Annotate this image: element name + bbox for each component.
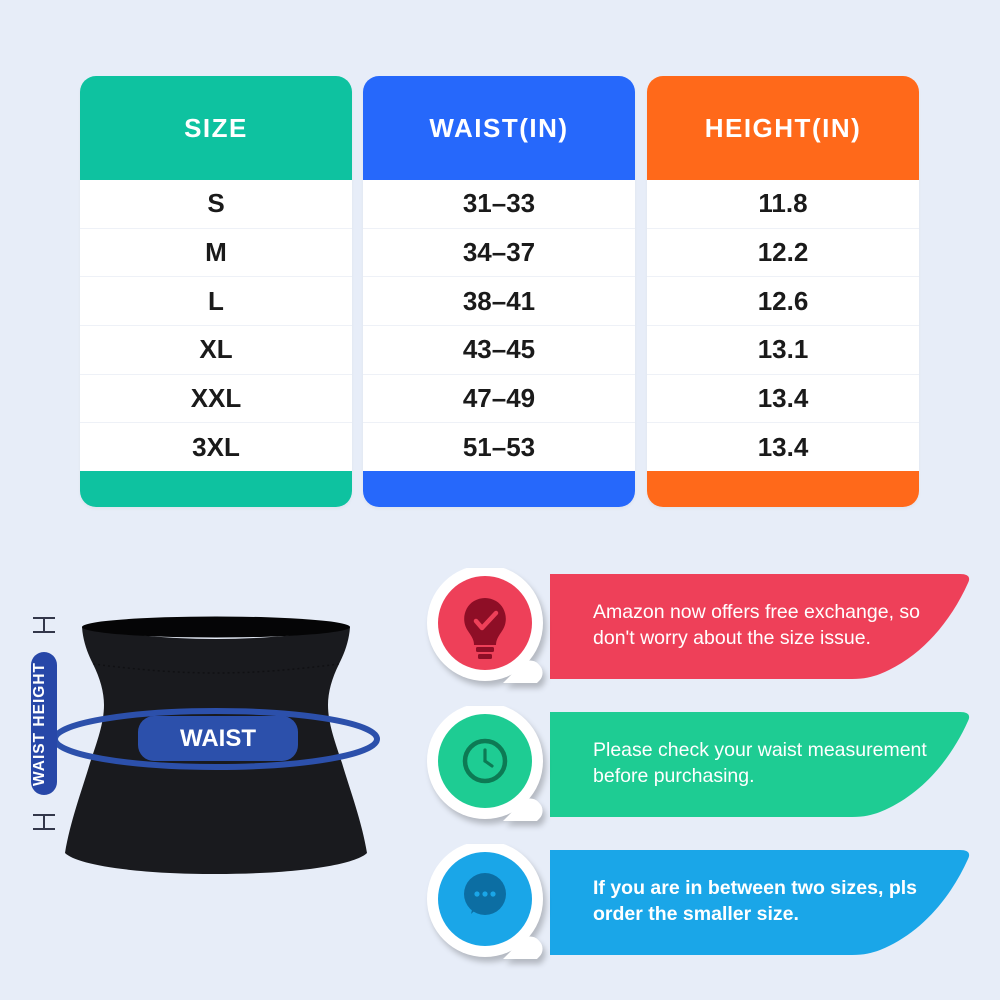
svg-text:WAIST HEIGHT: WAIST HEIGHT (31, 662, 48, 786)
svg-text:WAIST: WAIST (180, 725, 256, 752)
